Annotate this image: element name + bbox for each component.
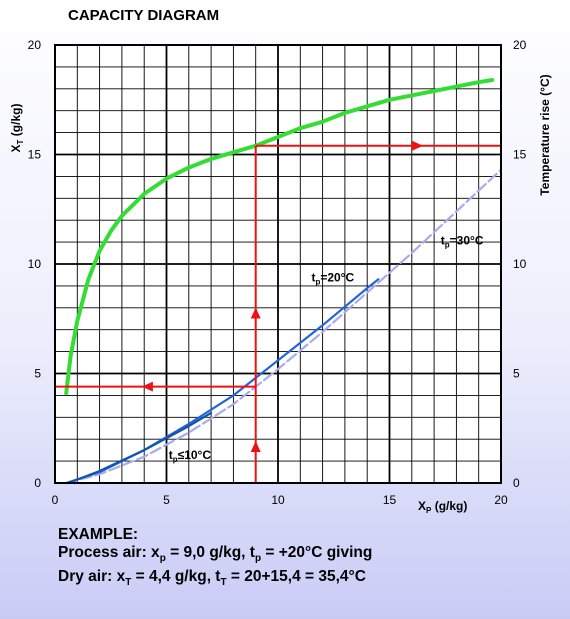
y-tick-label-left: 0 <box>34 476 41 490</box>
series-tp-30 <box>65 168 503 485</box>
x-tick-label: 15 <box>383 493 397 507</box>
y-tick-label-left: 5 <box>34 367 41 381</box>
example-line-2: Dry air: xT = 4,4 g/kg, tT = 20+15,4 = 3… <box>58 568 366 589</box>
x-axis-label: XP (g/kg) <box>418 499 467 515</box>
up-arrow-1 <box>250 441 261 452</box>
grid <box>54 44 502 484</box>
y-axis-right-label: Temperature rise (°C) <box>538 74 552 195</box>
up-arrow-2 <box>250 307 261 319</box>
example-text: EXAMPLE: Process air: xp = 9,0 g/kg, tp … <box>58 526 372 592</box>
y-axis-left-label: XT (g/kg) <box>9 104 25 153</box>
plot-frame <box>54 44 502 484</box>
x-tick-label: 5 <box>163 493 170 507</box>
y-tick-label-right: 10 <box>513 257 527 271</box>
x-tick-label: 10 <box>271 493 285 507</box>
tick-labels: 0 5 10 15 20 0 5 10 15 20 0 5 10 15 20 <box>28 38 527 507</box>
y-tick-label-left: 10 <box>28 257 42 271</box>
y-tick-label-right: 0 <box>513 476 520 490</box>
series-xT-curve <box>64 78 495 396</box>
label-tp-10: tp≤10°C <box>169 448 212 464</box>
curve-labels: tp=30°C tp=20°C tp≤10°C <box>169 233 484 464</box>
label-tp-30: tp=30°C <box>441 233 484 249</box>
left-arrow <box>141 381 153 392</box>
chart-title: CAPACITY DIAGRAM <box>68 7 220 24</box>
example-line-1: Process air: xp = 9,0 g/kg, tp = +20°C g… <box>58 544 373 565</box>
label-tp-20: tp=20°C <box>311 271 354 287</box>
y-tick-label-left: 20 <box>28 38 42 52</box>
example-heading: EXAMPLE: <box>58 526 139 543</box>
y-tick-label-right: 20 <box>513 38 527 52</box>
y-tick-label-right: 5 <box>513 367 520 381</box>
x-tick-label: 20 <box>494 493 508 507</box>
example-lines <box>55 140 501 483</box>
x-tick-label: 0 <box>52 493 59 507</box>
right-arrow <box>412 140 424 151</box>
y-tick-label-right: 15 <box>513 148 527 162</box>
series-tp-10 <box>67 411 213 485</box>
y-tick-label-left: 15 <box>28 148 42 162</box>
curves <box>64 78 503 485</box>
